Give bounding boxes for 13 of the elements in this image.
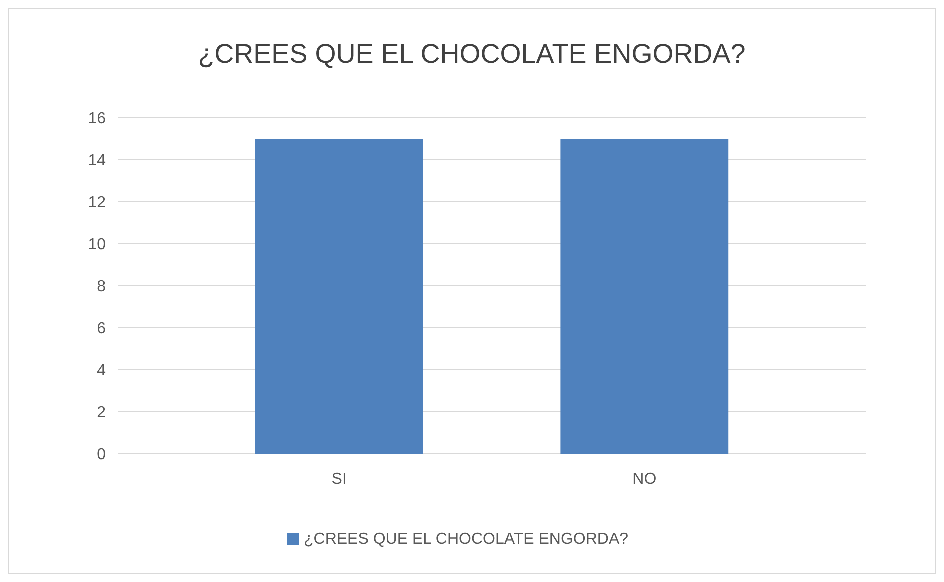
y-tick-label: 12 [88, 194, 106, 212]
y-tick-label: 14 [88, 152, 106, 170]
y-tick-label: 0 [97, 446, 106, 464]
y-tick-label: 16 [88, 110, 106, 128]
y-tick-label: 4 [97, 362, 106, 380]
chart-title: ¿CREES QUE EL CHOCOLATE ENGORDA? [198, 39, 746, 69]
y-tick-label: 2 [97, 404, 106, 422]
x-tick-label: SI [332, 471, 347, 488]
y-tick-label: 10 [88, 236, 106, 254]
y-tick-label: 6 [97, 320, 106, 338]
legend-label: ¿CREES QUE EL CHOCOLATE ENGORDA? [304, 531, 629, 548]
y-tick-label: 8 [97, 278, 106, 296]
x-tick-label: NO [632, 471, 657, 488]
